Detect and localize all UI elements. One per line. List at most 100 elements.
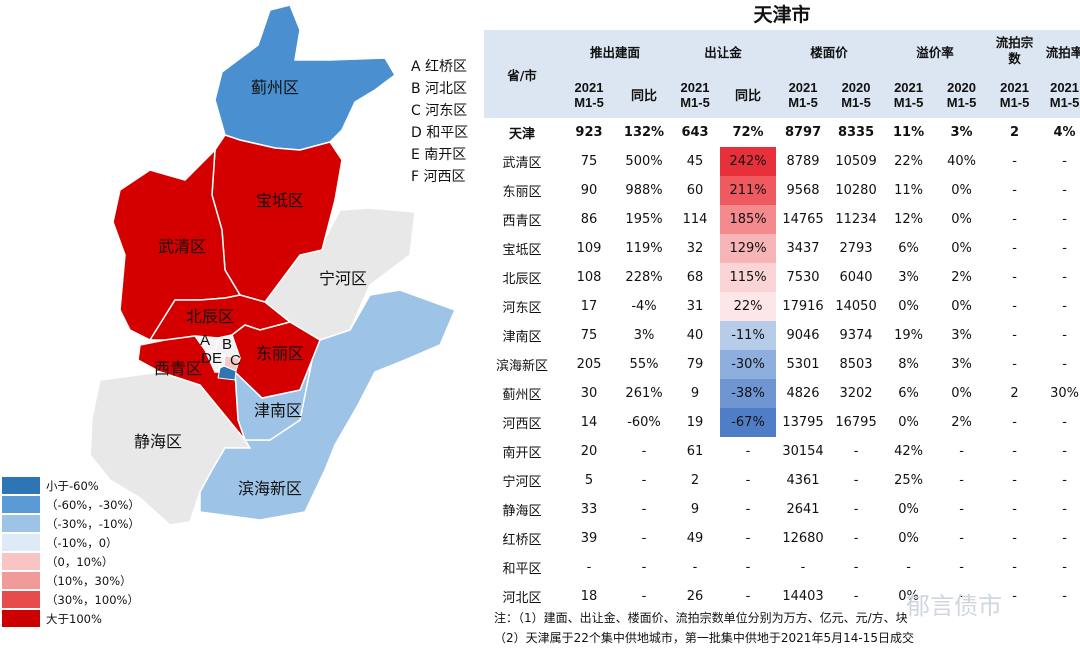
- table-cell: -: [1012, 183, 1017, 198]
- table-cell: -: [1062, 589, 1067, 604]
- table-cell: 39: [580, 531, 598, 546]
- table-cell: 22%: [894, 154, 923, 169]
- table-cell: -: [641, 531, 647, 546]
- subheader-text: M1-5: [999, 95, 1030, 110]
- table-cell: 11%: [894, 183, 923, 198]
- table-cell: 14050: [835, 299, 877, 314]
- table-cell: 19: [686, 415, 704, 430]
- table-cell: 109: [576, 241, 602, 256]
- table-cell: -: [641, 502, 647, 517]
- revenue-yoy-cell: -30%: [720, 350, 777, 379]
- revenue-yoy-cell: 242%: [720, 147, 777, 176]
- region-name: 滨海新区: [495, 359, 548, 374]
- table-cell: 14403: [782, 589, 824, 604]
- legend-swatch: [2, 515, 40, 532]
- table-cell: -: [853, 560, 859, 575]
- table-cell: 2641: [786, 502, 820, 517]
- table-row: 天津 923 132% 643 72% 8797 8335 11% 3% 2 4%: [484, 118, 1080, 147]
- table-cell: -: [1062, 241, 1067, 256]
- table-row: 蓟州区 30 261% 9 -38% 4826 3202 6% 0% 2 30%: [484, 379, 1080, 408]
- legend-label: （30%，100%）: [46, 592, 139, 607]
- table-cell: 2%: [951, 270, 972, 285]
- region-name: 河北区: [502, 591, 542, 606]
- table-cell: 79: [686, 357, 704, 372]
- key-item: D 和平区: [411, 125, 469, 141]
- revenue-yoy-cell: -: [720, 466, 777, 495]
- region-name: 津南区: [502, 330, 542, 345]
- table-cell: 86: [580, 212, 598, 227]
- revenue-yoy-cell: -: [720, 524, 777, 553]
- table-cell: 114: [682, 212, 708, 227]
- header-premium: 溢价率: [882, 30, 989, 72]
- table-cell: -: [1062, 212, 1067, 227]
- legend-label: 大于100%: [46, 611, 102, 626]
- revenue-yoy-cell: -: [720, 582, 777, 611]
- table-cell: 10280: [835, 183, 877, 198]
- header-region: 省/市: [484, 30, 560, 118]
- table-row: 红桥区 39-49-12680-0% - - -: [484, 524, 1080, 553]
- table-cell: 3437: [786, 241, 820, 256]
- revenue-yoy-cell: -: [720, 553, 777, 582]
- table-cell: 9568: [786, 183, 820, 198]
- land-sale-table: 省/市 推出建面 出让金 楼面价 溢价率 流拍宗数 流拍率 2021 M1-5 同比…: [484, 30, 1080, 611]
- region-name: 南开区: [502, 446, 542, 461]
- legend-swatch: [2, 591, 40, 608]
- table-cell: 18: [580, 589, 598, 604]
- header-floor-price: 楼面价: [776, 30, 883, 72]
- key-item: F 河西区: [411, 169, 466, 185]
- table-cell: 31: [686, 299, 704, 314]
- legend-label: （-30%，-10%）: [46, 516, 140, 531]
- table-cell: 7530: [786, 270, 820, 285]
- table-cell: 12680: [782, 531, 824, 546]
- table-cell: -: [1012, 589, 1017, 604]
- table-cell: 4%: [1053, 125, 1076, 140]
- table-cell: 0%: [951, 183, 972, 198]
- revenue-yoy-cell: -38%: [720, 379, 777, 408]
- table-cell: 11%: [892, 125, 925, 140]
- table-row: 西青区 86 195% 114 185% 14765 11234 12% 0% - -: [484, 205, 1080, 234]
- table-title: 天津市: [753, 4, 811, 26]
- region-name: 北辰区: [502, 272, 542, 287]
- table-cell: -: [853, 473, 859, 488]
- table-cell: 6040: [839, 270, 873, 285]
- region-name: 西青区: [502, 214, 542, 229]
- table-cell: 75: [580, 154, 598, 169]
- table-cell: 55%: [629, 357, 659, 372]
- header-area: 推出建面: [560, 30, 671, 72]
- table-cell: 3%: [951, 328, 972, 343]
- legend-item: （10%，30%）: [2, 571, 140, 590]
- table-cell: -: [959, 560, 964, 575]
- label-jinghai: 静海区: [134, 432, 182, 451]
- table-row: 东丽区 90 988% 60 211% 9568 10280 11% 0% - -: [484, 176, 1080, 205]
- label-baodi: 宝坻区: [256, 191, 304, 210]
- table-cell: 32: [686, 241, 704, 256]
- table-cell: -: [641, 473, 647, 488]
- table-cell: -: [1012, 299, 1017, 314]
- region-name: 武清区: [502, 156, 542, 171]
- subheader-cell: 2020 M1-5: [935, 72, 989, 118]
- subheader-text: M1-5: [680, 95, 710, 110]
- table-cell: 30%: [1050, 386, 1080, 401]
- legend-swatch: [2, 572, 40, 589]
- legend-item: （-30%，-10%）: [2, 514, 140, 533]
- table-cell: -: [1062, 531, 1067, 546]
- revenue-yoy-cell: 129%: [720, 234, 777, 263]
- table-cell: 45: [686, 154, 704, 169]
- table-cell: -: [1012, 270, 1017, 285]
- header-revenue: 出让金: [670, 30, 777, 72]
- table-cell: 0%: [951, 299, 972, 314]
- table-cell: 0%: [898, 589, 919, 604]
- table-cell: 72%: [732, 125, 764, 140]
- table-cell: -: [1062, 328, 1067, 343]
- subheader-cell: 2021 M1-5: [882, 72, 936, 118]
- subheader-text: 2020: [947, 80, 977, 95]
- table-cell: -: [853, 531, 859, 546]
- table-cell: -: [1062, 270, 1067, 285]
- table-cell: -: [959, 589, 964, 604]
- table-cell: -4%: [631, 299, 657, 314]
- legend-swatch: [2, 477, 40, 494]
- legend-item: （30%，100%）: [2, 590, 140, 609]
- table-cell: 108: [576, 270, 602, 285]
- table-cell: 261%: [625, 386, 663, 401]
- table-cell: 75: [580, 328, 598, 343]
